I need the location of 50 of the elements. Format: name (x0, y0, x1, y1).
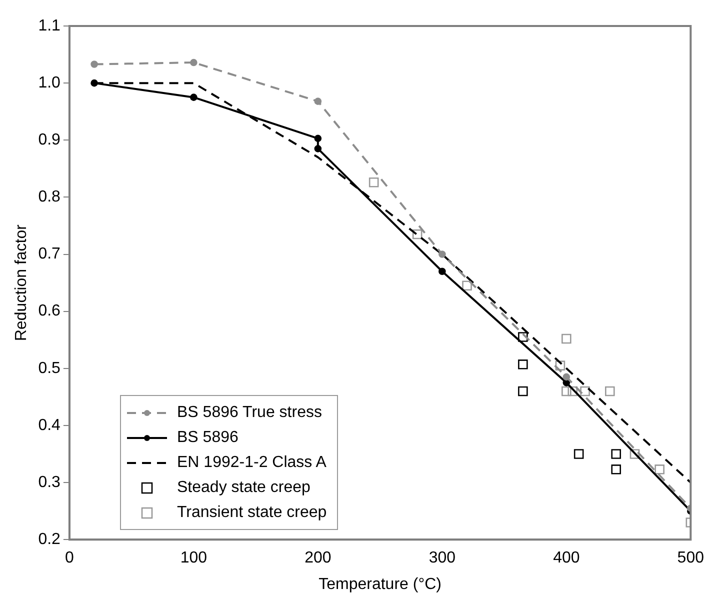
point (630, 449, 640, 459)
point (555, 360, 566, 370)
point (518, 360, 528, 370)
point (90, 79, 98, 87)
x-axis-title: Temperature (°C) (318, 576, 442, 593)
point (412, 229, 422, 240)
x-tick-label: 300 (428, 550, 456, 567)
legend-label: BS 5896 (177, 428, 238, 446)
point (562, 373, 570, 381)
point (518, 332, 528, 342)
point (368, 177, 379, 188)
y-tick-label: 0.2 (38, 531, 61, 548)
y-tick-label: 1.0 (38, 74, 61, 92)
x-tick-label: 500 (677, 550, 704, 567)
point (518, 386, 528, 396)
point (562, 334, 572, 344)
point (562, 386, 572, 396)
point (654, 464, 664, 474)
point (90, 60, 98, 68)
y-tick-label: 0.4 (38, 416, 61, 434)
y-tick-label: 0.7 (38, 246, 61, 263)
point (580, 386, 590, 396)
y-tick-label: 0.9 (38, 132, 61, 149)
y-tick-label: 1.1 (38, 17, 61, 34)
legend-label: Transient state creep (177, 504, 327, 522)
point (190, 58, 198, 66)
x-tick-label: 100 (180, 550, 208, 567)
y-tick-label: 0.6 (38, 302, 61, 320)
y-axis-title: Reduction factor (13, 224, 30, 342)
point (611, 449, 621, 459)
x-tick-label: 400 (553, 550, 580, 567)
point (438, 268, 446, 276)
point (574, 449, 584, 459)
x-tick-label: 0 (64, 550, 74, 567)
legend-label: BS 5896 True stress (177, 404, 322, 422)
x-tick-label: 200 (304, 550, 332, 567)
legend-label: Steady state creep (177, 478, 310, 496)
point (568, 386, 578, 396)
point (314, 145, 322, 152)
point (190, 94, 198, 101)
point (314, 134, 322, 142)
y-tick-label: 0.3 (38, 474, 61, 491)
y-tick-label: 0.5 (38, 360, 61, 377)
legend-label: EN 1992-1-2 Class A (177, 454, 326, 472)
point (605, 386, 615, 396)
point (462, 280, 472, 291)
y-tick-label: 0.8 (38, 188, 61, 206)
point (314, 98, 322, 105)
point (438, 250, 446, 258)
point (611, 464, 621, 474)
